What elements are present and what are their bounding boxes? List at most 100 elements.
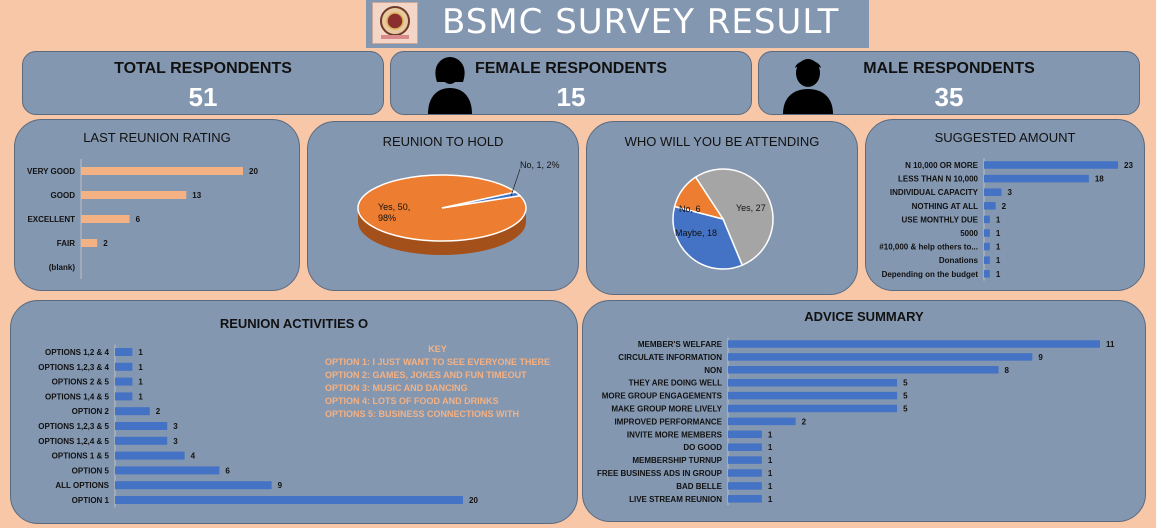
amount-value-label: 1 [996, 270, 1001, 279]
amount-bar-depending-on-the-budget [984, 270, 990, 278]
activities-bar-options-2-5 [115, 377, 133, 386]
key-title: KEY [428, 344, 447, 354]
activities-value-label: 20 [469, 496, 478, 505]
rating-value-label: 20 [249, 167, 258, 176]
advice-bar-free-business-ads-in-group [728, 469, 762, 477]
advice-category-label: FREE BUSINESS ADS IN GROUP [597, 469, 723, 478]
key-line-2: OPTION 2: GAMES, JOKES AND FUN TIMEOUT [325, 370, 527, 380]
advice-category-label: MORE GROUP ENGAGEMENTS [602, 392, 723, 401]
page-title: BSMC SURVEY RESULT [442, 2, 840, 42]
amount-value-label: 1 [996, 229, 1001, 238]
advice-category-label: NON [704, 366, 722, 375]
advice-value-label: 11 [1106, 340, 1115, 349]
total-respondents-value: 51 [188, 82, 218, 112]
male-person-icon [783, 59, 833, 114]
advice-bar-make-group-more-lively [728, 404, 898, 413]
suggested-amount-chart: N 10,000 OR MORE 23 LESS THAN N 10,000 18 IN… [879, 158, 1133, 281]
advice-value-label: 1 [768, 443, 773, 452]
amount-value-label: 1 [996, 243, 1001, 252]
reunion-activities-panel: REUNION ACTIVITIES O OPTIONS 1,2 & 4 1 OPT… [10, 300, 578, 524]
advice-bar-do-good [728, 443, 762, 451]
advice-category-label: MEMBERSHIP TURNUP [632, 456, 722, 465]
total-respondents-card: TOTAL RESPONDENTS 51 [22, 51, 384, 115]
rating-value-label: 6 [136, 215, 141, 224]
rating-category-label: VERY GOOD [27, 167, 75, 176]
reunion-slice-label: 98% [378, 213, 396, 223]
key-legend: KEY OPTION 1: I JUST WANT TO SEE EVERYON… [325, 343, 550, 421]
reunion-slice-label: Yes, 50, [378, 202, 410, 212]
amount-category-label: USE MONTHLY DUE [902, 215, 979, 224]
activities-category-label: OPTIONS 1,2,4 & 5 [38, 437, 109, 446]
activities-bar-option-2 [115, 407, 150, 416]
advice-bar-bad-belle [728, 482, 762, 490]
amount-category-label: INDIVIDUAL CAPACITY [890, 188, 979, 197]
activities-bar-options-1-4-5 [115, 392, 133, 401]
reunion-pie-side [358, 208, 526, 255]
male-respondents-card: MALE RESPONDENTS 35 [758, 51, 1140, 115]
activities-value-label: 1 [138, 378, 143, 387]
advice-bar-invite-more-members [728, 430, 762, 439]
amount-bar-5000 [984, 229, 990, 237]
activities-bar-options-1-2-3-5 [115, 422, 168, 430]
female-respondents-card: FEMALE RESPONDENTS 15 [390, 51, 752, 115]
advice-summary-title: ADVICE SUMMARY [804, 309, 924, 324]
amount-value-label: 23 [1124, 161, 1133, 170]
amount-bar-donations [984, 256, 990, 264]
suggested-amount-title: SUGGESTED AMOUNT [934, 130, 1076, 145]
advice-bar-member-s-welfare [728, 340, 1100, 348]
reunion-activities-title: REUNION ACTIVITIES O [219, 316, 369, 331]
advice-value-label: 1 [768, 456, 773, 465]
activities-category-label: OPTIONS 1,4 & 5 [45, 392, 110, 401]
advice-value-label: 9 [1038, 353, 1043, 362]
advice-category-label: BAD BELLE [676, 482, 722, 491]
attending-slice-no [673, 176, 725, 221]
rating-category-label: EXCELLENT [27, 215, 75, 224]
amount-bar-individual-capacity [984, 188, 1002, 196]
activities-bar-option-5 [115, 466, 220, 475]
reunion-slice-label: No, 1, 2% [520, 160, 560, 170]
last-reunion-rating-title: LAST REUNION RATING [83, 130, 231, 145]
suggested-amount-panel: SUGGESTED AMOUNT N 10,000 OR MORE 23 LESS … [865, 119, 1145, 291]
attending-slice-label: Yes, 27 [736, 203, 766, 213]
activities-bar-options-1-5 [115, 451, 185, 460]
rating-bar-fair [81, 239, 98, 247]
activities-category-label: OPTION 1 [72, 496, 110, 505]
rating-value-label: 2 [103, 239, 108, 248]
advice-bar-improved-performance [728, 417, 796, 426]
advice-category-label: MAKE GROUP MORE LIVELY [611, 405, 722, 414]
key-line-1: OPTION 1: I JUST WANT TO SEE EVERYONE TH… [325, 357, 551, 367]
amount-category-label: 5000 [960, 229, 978, 238]
activities-value-label: 2 [156, 407, 161, 416]
activities-bar-all-options [115, 481, 272, 490]
key-line-3: OPTION 3: MUSIC AND DANCING [325, 383, 468, 393]
female-respondents-label: FEMALE RESPONDENTS [474, 60, 667, 77]
advice-value-label: 8 [1005, 366, 1010, 375]
advice-value-label: 1 [768, 430, 773, 439]
attending-slice-yes [694, 168, 774, 267]
advice-value-label: 5 [903, 405, 908, 414]
activities-value-label: 3 [173, 422, 178, 431]
key-line-4: OPTION 4: LOTS OF FOOD AND DRINKS [325, 396, 499, 406]
advice-bar-circulate-information [728, 353, 1033, 361]
attending-slice-label: Maybe, 18 [675, 228, 717, 238]
attending-slice-label: No, 6 [679, 204, 701, 214]
title-bar: BSMC SURVEY RESULT [366, 0, 869, 48]
advice-category-label: LIVE STREAM REUNION [629, 495, 722, 504]
activities-value-label: 1 [138, 392, 143, 401]
reunion-to-hold-title: REUNION TO HOLD [382, 134, 504, 149]
activities-bar-options-1-2-3-4 [115, 362, 133, 371]
last-reunion-rating-chart: VERY GOOD 20 GOOD 13 EXCELLENT 6 FAIR 2 (blank) [27, 159, 258, 279]
activities-category-label: OPTION 5 [72, 466, 110, 475]
activities-category-label: OPTIONS 1,2 & 4 [45, 348, 110, 357]
advice-value-label: 1 [768, 469, 773, 478]
advice-bar-live-stream-reunion [728, 495, 762, 503]
total-respondents-label: TOTAL RESPONDENTS [114, 60, 292, 77]
activities-category-label: OPTIONS 1 & 5 [52, 452, 110, 461]
activities-value-label: 1 [138, 348, 143, 357]
activities-bar-options-1-2-4 [115, 348, 133, 356]
amount-category-label: #10,000 & help others to... [879, 243, 978, 252]
advice-value-label: 5 [903, 392, 908, 401]
advice-bar-they-are-doing-well [728, 378, 898, 387]
advice-bar-non [728, 366, 999, 374]
reunion-to-hold-panel: REUNION TO HOLD No, 1, 2% Yes, 50, 98% [307, 121, 579, 291]
